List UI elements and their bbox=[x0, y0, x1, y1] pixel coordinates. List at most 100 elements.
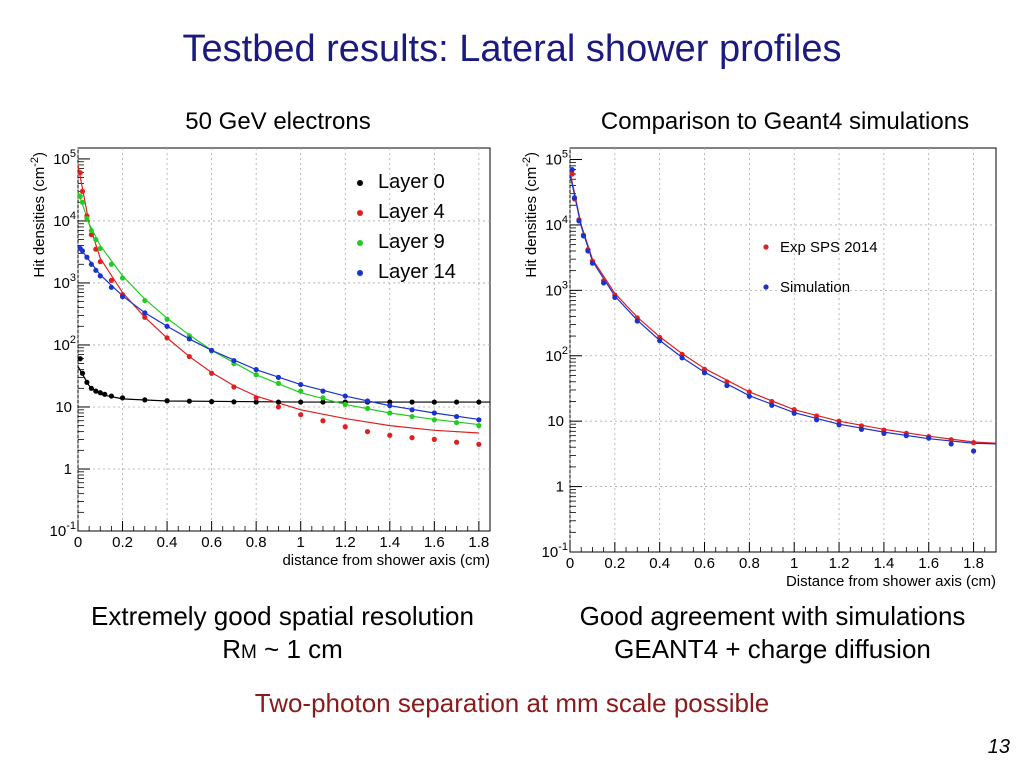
data-point-series-2 bbox=[97, 245, 103, 252]
data-point-series-1 bbox=[970, 448, 977, 454]
data-point-series-3 bbox=[231, 357, 237, 364]
data-point-series-0 bbox=[970, 440, 977, 446]
data-point-series-0 bbox=[77, 356, 83, 362]
legend-label: Layer 14 bbox=[378, 261, 456, 283]
data-point-series-3 bbox=[88, 261, 94, 267]
data-point-series-2 bbox=[409, 413, 415, 420]
data-point-series-3 bbox=[476, 417, 482, 423]
data-point-series-0 bbox=[298, 399, 304, 405]
data-point-series-2 bbox=[476, 423, 482, 429]
data-point-series-0 bbox=[119, 395, 126, 401]
data-point-series-1 bbox=[769, 402, 775, 408]
x-tick-label: 0.4 bbox=[157, 534, 178, 551]
data-point-series-1 bbox=[679, 355, 685, 361]
y-tick-label: 104 bbox=[545, 214, 568, 234]
data-point-series-2 bbox=[93, 237, 99, 243]
data-point-series-1 bbox=[77, 170, 83, 176]
data-point-series-3 bbox=[119, 294, 126, 300]
data-point-series-1 bbox=[79, 188, 86, 194]
data-point-series-3 bbox=[320, 388, 326, 394]
data-point-series-3 bbox=[79, 248, 86, 254]
x-tick-label: 0.8 bbox=[739, 555, 760, 572]
left-subtitle: 50 GeV electrons bbox=[185, 108, 371, 135]
data-point-series-1 bbox=[589, 260, 596, 266]
data-point-series-0 bbox=[746, 389, 752, 395]
data-point-series-0 bbox=[88, 385, 94, 391]
x-tick-label: 1 bbox=[297, 534, 305, 551]
right-chart: 0 0.2 0.4 0.6 0.8 1 1.2 1.4 1.6 1.8 10-1 1 10 102 103 1… bbox=[521, 147, 997, 590]
data-point-series-1 bbox=[746, 393, 752, 399]
data-point-series-1 bbox=[476, 441, 482, 447]
data-point-series-0 bbox=[84, 379, 90, 385]
data-point-series-1 bbox=[612, 294, 618, 301]
data-point-series-3 bbox=[253, 367, 259, 373]
data-point-series-3 bbox=[93, 267, 99, 273]
y-axis-title: Hit densities (cm-2) bbox=[521, 152, 540, 278]
data-point-series-2 bbox=[88, 227, 94, 234]
plot-frame bbox=[77, 147, 491, 532]
legend-marker bbox=[763, 244, 769, 250]
data-point-series-0 bbox=[814, 413, 820, 419]
y-axis-title: Hit densities (cm-2) bbox=[29, 152, 48, 278]
y-tick-label: 104 bbox=[53, 210, 76, 230]
x-tick-label: 0 bbox=[566, 555, 574, 572]
data-point-series-0 bbox=[79, 370, 86, 376]
x-tick-label: 1.6 bbox=[424, 534, 445, 551]
data-point-series-2 bbox=[79, 199, 86, 205]
data-point-series-2 bbox=[320, 395, 326, 401]
data-point-series-2 bbox=[298, 388, 304, 394]
data-point-series-1 bbox=[881, 430, 887, 437]
data-point-series-0 bbox=[569, 171, 575, 177]
data-point-series-1 bbox=[836, 422, 842, 428]
right-caption: Good agreement with simulations GEANT4 +… bbox=[545, 600, 1000, 666]
x-tick-label: 1.2 bbox=[829, 555, 850, 572]
data-point-series-1 bbox=[948, 441, 954, 447]
data-point-series-2 bbox=[77, 193, 83, 199]
y-tick-label: 103 bbox=[53, 272, 76, 292]
data-point-series-1 bbox=[209, 370, 215, 376]
data-point-series-3 bbox=[186, 336, 192, 342]
data-point-series-0 bbox=[275, 399, 282, 405]
y-tick-label: 10 bbox=[547, 413, 564, 430]
data-point-series-3 bbox=[431, 410, 437, 416]
data-point-series-1 bbox=[571, 195, 578, 201]
data-point-series-0 bbox=[186, 398, 192, 404]
data-point-series-1 bbox=[164, 335, 170, 341]
slide-title: Testbed results: Lateral shower profiles bbox=[182, 28, 842, 70]
data-point-series-0 bbox=[108, 393, 115, 399]
data-point-series-0 bbox=[387, 399, 393, 405]
y-tick-label: 10-1 bbox=[50, 520, 76, 540]
legend-label: Layer 4 bbox=[378, 201, 445, 223]
data-point-series-3 bbox=[209, 347, 215, 353]
data-point-series-3 bbox=[84, 254, 90, 260]
x-tick-label: 1.8 bbox=[468, 534, 489, 551]
data-point-series-1 bbox=[791, 410, 797, 416]
data-point-series-1 bbox=[576, 218, 582, 224]
data-point-series-0 bbox=[253, 399, 259, 405]
data-point-series-0 bbox=[431, 399, 437, 405]
x-tick-label: 1.4 bbox=[873, 555, 894, 572]
y-tick-label: 102 bbox=[53, 334, 76, 354]
data-point-series-0 bbox=[231, 399, 237, 405]
data-point-series-1 bbox=[186, 353, 192, 360]
y-tick-label: 105 bbox=[53, 148, 76, 168]
data-point-series-1 bbox=[93, 246, 99, 252]
x-tick-label: 1.2 bbox=[335, 534, 356, 551]
data-point-series-1 bbox=[97, 259, 103, 265]
data-point-series-1 bbox=[88, 232, 94, 238]
x-tick-label: 1 bbox=[790, 555, 798, 572]
left-chart: 0 0.2 0.4 0.6 0.8 1 1.2 1.4 1.6 1.8 10-1 1 10 102 103 1… bbox=[29, 147, 491, 569]
data-point-series-1 bbox=[275, 404, 282, 410]
bottom-note: Two-photon separation at mm scale possib… bbox=[254, 688, 770, 718]
x-tick-label: 0.6 bbox=[694, 555, 715, 572]
y-tick-label: 1 bbox=[64, 461, 72, 478]
data-point-series-2 bbox=[342, 401, 348, 408]
rm-symbol: R bbox=[222, 634, 241, 664]
data-point-series-0 bbox=[409, 399, 415, 405]
data-point-series-3 bbox=[164, 323, 170, 329]
x-tick-label: 0.8 bbox=[246, 534, 267, 551]
data-point-series-2 bbox=[108, 261, 115, 267]
data-point-series-1 bbox=[387, 432, 393, 438]
right-subtitle: Comparison to Geant4 simulations bbox=[600, 108, 970, 135]
data-point-series-1 bbox=[569, 167, 575, 173]
